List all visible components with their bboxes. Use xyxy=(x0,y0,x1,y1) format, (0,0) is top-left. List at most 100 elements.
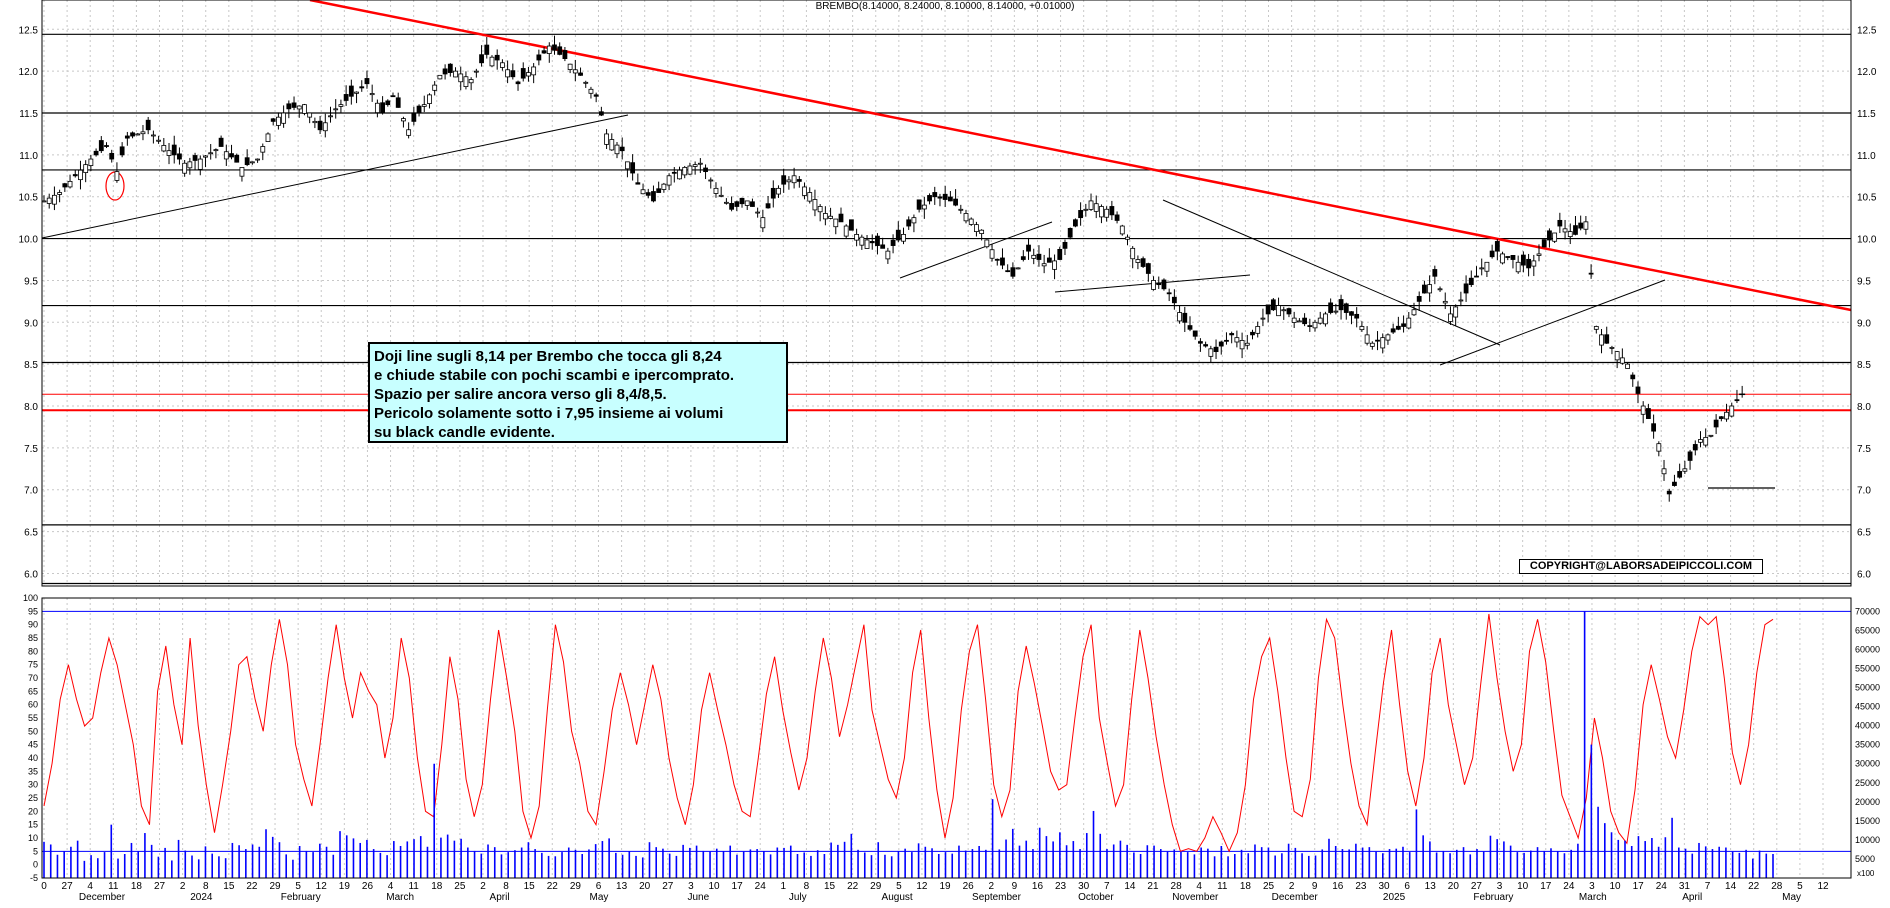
osc-tick: 25 xyxy=(28,793,38,803)
candle-body xyxy=(270,118,276,122)
day-tick-label: 27 xyxy=(154,881,166,892)
candle-body xyxy=(968,218,974,225)
candle-body xyxy=(93,150,99,156)
candle-body xyxy=(406,129,412,136)
candle-body xyxy=(1312,321,1318,329)
candle-body xyxy=(83,164,89,173)
month-tick-label: 2025 xyxy=(1383,892,1406,903)
day-tick-label: 22 xyxy=(246,881,258,892)
candle-body xyxy=(1083,208,1089,211)
price-tick-left: 7.5 xyxy=(24,444,38,455)
main-downtrend-line xyxy=(309,0,1852,312)
candle-body xyxy=(187,161,193,169)
candle-body xyxy=(364,78,370,85)
candle-body xyxy=(197,158,203,170)
month-tick-label: April xyxy=(490,892,510,903)
candle-body xyxy=(1630,374,1636,380)
candle-body xyxy=(750,201,755,207)
day-tick-label: 10 xyxy=(1517,881,1529,892)
candle-body xyxy=(380,102,385,114)
candle-body xyxy=(177,153,182,160)
candle-body xyxy=(1359,326,1365,331)
candle-body xyxy=(1573,225,1578,235)
candle-body xyxy=(822,213,828,220)
candle-body xyxy=(994,258,1000,261)
candle-body xyxy=(223,151,229,160)
candle-body xyxy=(1505,256,1511,258)
candle-body xyxy=(1291,317,1297,323)
candle-body xyxy=(458,73,464,83)
candle-body xyxy=(1520,254,1526,266)
candle-body xyxy=(1328,302,1334,313)
candle-body xyxy=(953,198,958,206)
volume-tick: 55000 xyxy=(1855,663,1880,673)
candle-body xyxy=(651,191,656,202)
candle-body xyxy=(1203,344,1209,347)
price-tick-right: 9.0 xyxy=(1857,318,1871,329)
candle-body xyxy=(1255,326,1261,334)
candle-body xyxy=(1599,334,1604,346)
candle-body xyxy=(401,118,406,122)
price-tick-right: 7.5 xyxy=(1857,444,1871,455)
day-tick-label: 11 xyxy=(1217,881,1228,892)
candle-body xyxy=(901,233,906,242)
day-tick-label: 5 xyxy=(1797,881,1803,892)
candle-body xyxy=(656,188,662,193)
candle-body xyxy=(984,239,990,248)
candle-body xyxy=(1682,468,1688,472)
candle-body xyxy=(249,161,255,164)
price-tick-right: 8.0 xyxy=(1857,402,1871,413)
candle-body xyxy=(1536,253,1542,256)
candle-body xyxy=(614,144,620,155)
month-tick-label: February xyxy=(1473,892,1513,903)
candle-body xyxy=(385,100,391,106)
candle-body xyxy=(1125,236,1130,240)
candle-body xyxy=(1296,320,1302,323)
price-tick-right: 6.0 xyxy=(1857,569,1871,580)
candle-body xyxy=(1375,339,1380,342)
volume-tick: 20000 xyxy=(1855,797,1880,807)
candle-body xyxy=(1677,471,1683,478)
candle-body xyxy=(739,197,745,205)
candle-body xyxy=(1494,241,1500,252)
candle-body xyxy=(932,192,938,198)
candle-body xyxy=(1140,258,1146,267)
volume-tick: 35000 xyxy=(1855,740,1880,750)
day-tick-label: 2 xyxy=(988,881,994,892)
candle-body xyxy=(234,154,240,163)
candle-body xyxy=(489,56,495,67)
candle-body xyxy=(807,192,813,202)
candle-body xyxy=(567,63,573,70)
candle-body xyxy=(1687,451,1693,461)
candle-body xyxy=(682,167,688,176)
day-tick-label: 16 xyxy=(1032,881,1044,892)
volume-tick: 10000 xyxy=(1855,835,1880,845)
candle-body xyxy=(546,45,552,54)
candle-body xyxy=(88,158,94,166)
candle-body xyxy=(1724,411,1729,420)
volume-unit-label: x100 xyxy=(1857,869,1875,878)
candle-body xyxy=(505,69,511,78)
candle-body xyxy=(1161,279,1167,290)
candle-body xyxy=(625,161,630,170)
day-tick-label: 24 xyxy=(1563,881,1575,892)
candle-body xyxy=(182,162,188,174)
price-panel-frame xyxy=(41,0,1852,587)
downtrend-line-autumn xyxy=(1162,199,1501,346)
candle-body xyxy=(572,69,578,74)
candle-body xyxy=(1640,405,1646,415)
candle-body xyxy=(265,133,271,142)
day-tick-label: 4 xyxy=(388,881,394,892)
osc-tick: 0 xyxy=(33,860,38,870)
candle-body xyxy=(1349,311,1354,316)
candle-body xyxy=(484,44,490,55)
day-tick-label: 6 xyxy=(1404,881,1410,892)
candle-body xyxy=(171,144,177,156)
day-tick-label: 5 xyxy=(295,881,301,892)
candle-body xyxy=(1432,269,1438,277)
candle-body xyxy=(666,175,672,186)
osc-tick: 50 xyxy=(28,726,38,736)
day-tick-label: 29 xyxy=(870,881,882,892)
candle-body xyxy=(760,217,766,229)
volume-tick: 60000 xyxy=(1855,644,1880,654)
